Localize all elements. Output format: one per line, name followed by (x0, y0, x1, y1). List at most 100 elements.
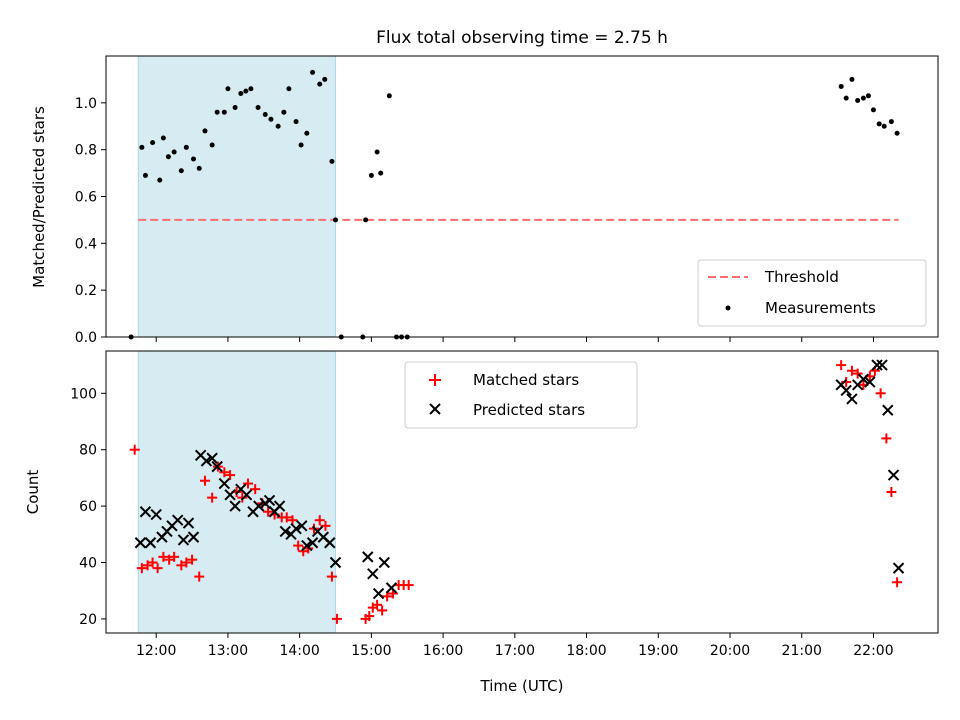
legend-measurements-swatch (725, 305, 731, 311)
measurement-point (374, 149, 380, 155)
measurement-point (368, 172, 374, 178)
legend-matched-swatch (429, 374, 441, 386)
matched-star-point (875, 388, 886, 399)
top-x-axis-ticks (155, 337, 874, 342)
measurement-point (160, 135, 166, 141)
measurement-point (202, 128, 208, 134)
measurement-point (255, 105, 261, 111)
measurement-point (386, 93, 392, 99)
measurement-point (322, 76, 328, 82)
predicted-star-point (253, 500, 265, 512)
predicted-star-point (224, 489, 236, 501)
measurement-point (855, 97, 861, 103)
predicted-star-point (329, 556, 342, 569)
measurement-point (310, 69, 316, 75)
matched-star-point (187, 554, 198, 565)
predicted-star-point (206, 452, 218, 464)
predicted-star-point (892, 562, 905, 574)
measurement-point (238, 90, 244, 96)
xtick-label: 22:00 (853, 643, 893, 659)
bottom-legend: Matched stars Predicted stars (404, 361, 638, 429)
measurement-point (333, 217, 339, 223)
predicted-star-point (296, 520, 308, 532)
measurement-point (293, 119, 299, 125)
matched-star-point (326, 571, 337, 582)
predicted-star-point (378, 556, 390, 569)
measurement-point (268, 116, 274, 122)
legend-measurements-label: Measurements (765, 299, 876, 317)
measurement-point (894, 130, 900, 136)
predicted-star-point (367, 568, 379, 580)
matched-star-point (199, 475, 210, 486)
matched-star-point (287, 515, 298, 526)
measurement-point (243, 88, 249, 94)
measurement-point (286, 86, 292, 92)
top-y-axis-label: Matched/Predicted stars (30, 106, 48, 288)
measurement-point (139, 144, 145, 150)
matched-star-point (219, 467, 230, 478)
matched-star-point (194, 571, 205, 582)
measurement-point (865, 93, 871, 99)
matched-star-point (164, 554, 175, 565)
matched-star-point (147, 557, 158, 568)
measurement-point (843, 95, 849, 101)
measurement-point (304, 130, 310, 136)
predicted-star-point (263, 494, 276, 507)
measurement-point (171, 149, 177, 155)
predicted-star-point (301, 539, 313, 552)
measurement-point (248, 86, 254, 92)
predicted-star-point (229, 500, 241, 512)
matched-star-point (372, 599, 383, 610)
bottom-ytick-label: 40 (79, 556, 97, 572)
matched-star-point (403, 580, 414, 591)
predicted-star-point (840, 384, 852, 397)
predicted-star-point (887, 469, 900, 481)
xtick-label: 17:00 (495, 643, 535, 659)
matched-star-point (250, 484, 261, 495)
measurement-point (232, 105, 238, 111)
top-ytick-label: 0.8 (75, 143, 97, 159)
predicted-star-point (876, 359, 888, 371)
matched-star-point (881, 433, 892, 444)
matched-star-point (263, 506, 274, 517)
top-ytick-label: 0.4 (75, 236, 97, 252)
top-panel-frame (105, 55, 939, 338)
bottom-ytick-label: 20 (79, 612, 97, 628)
ratio-panel: 0.0 0.2 0.4 0.6 0.8 1.0 Matched/Predicted sta… (30, 55, 939, 346)
predicted-star-point (306, 537, 319, 549)
xtick-label: 19:00 (638, 643, 678, 659)
matched-star-point (314, 515, 325, 526)
predicted-star-point (211, 460, 223, 473)
xtick-label: 14:00 (279, 643, 319, 659)
matched-star-point (846, 365, 857, 376)
measurement-point (298, 142, 304, 148)
measurement-point (183, 144, 189, 150)
bottom-ytick-label: 80 (79, 443, 97, 459)
xtick-label: 21:00 (782, 643, 822, 659)
predicted-star-point (864, 376, 876, 388)
measurement-point (378, 170, 384, 176)
top-y-axis-ticks: 0.0 0.2 0.4 0.6 0.8 1.0 (75, 96, 106, 346)
bottom-y-axis-ticks: 20 40 60 80 100 (70, 386, 106, 628)
matched-star-point (176, 560, 187, 571)
matched-star-point (129, 444, 140, 455)
measurement-point (262, 112, 268, 118)
predicted-star-point (857, 373, 870, 385)
predicted-star-point (150, 508, 162, 521)
measurement-point (363, 217, 369, 223)
matched-star-point (225, 470, 236, 481)
predicted-star-point (846, 393, 858, 405)
matched-star-point (293, 540, 304, 551)
matched-star-point (377, 605, 388, 616)
top-ytick-label: 0.0 (75, 330, 97, 346)
measurement-point (165, 154, 171, 160)
predicted-star-point (144, 537, 157, 549)
count-panel: 20 40 60 80 100 12:00 13:00 14:00 15:00 16:00 17:… (24, 350, 939, 695)
matched-star-point (281, 512, 292, 523)
matched-star-point (158, 551, 169, 562)
xtick-label: 16:00 (423, 643, 463, 659)
xtick-label: 18:00 (566, 643, 606, 659)
predicted-star-point (385, 582, 398, 594)
measurement-point (317, 81, 323, 87)
